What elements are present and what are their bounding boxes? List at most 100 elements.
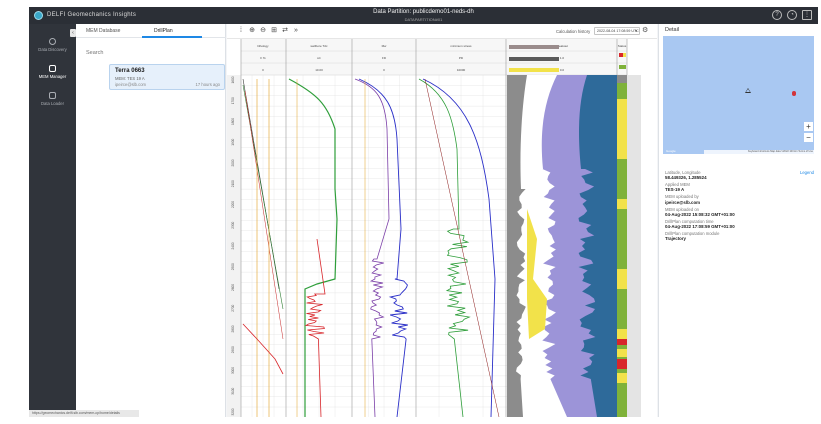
depth-tick-label: 1700 [231,97,235,104]
partition-title[interactable]: Data Partition: publicdemo01-neds-dh [373,9,474,15]
field-label: Applied MEM [665,182,690,188]
nav-item-label: MEM Manager [38,74,67,79]
gear-icon[interactable]: ⚙ [642,27,649,34]
track-header-label: 1.0 [560,56,565,60]
map-zoom-out-button[interactable]: − [804,133,813,142]
offset-well-marker-icon[interactable] [745,88,751,93]
log-curve-blue [358,78,408,417]
depth-tick-label: 2700 [231,304,235,311]
well-mem: MEM: TES 19 A [115,76,145,81]
depth-tick-label: 1900 [231,138,235,145]
track-header-label: Breakout [556,44,568,48]
status-legend-red [619,53,623,57]
map-pin-icon[interactable] [792,91,796,96]
track-header-label: wellbore Tdc [311,44,328,48]
log-tracks[interactable]: lithology wellbore Tdc Mw minimum stress Bre… [227,39,657,417]
nav-item-mem-manager[interactable]: MEM Manager [29,65,76,79]
status-band [617,99,627,159]
database-icon [49,65,56,72]
nav-item-data-discovery[interactable]: Data Discovery [29,38,76,52]
field-label: Latitude, Longitude [665,170,701,175]
breakout-header-bar [509,45,559,49]
nav-item-data-loader[interactable]: Data Loader [29,92,76,106]
breakout-header-bar [509,68,559,72]
status-band [617,349,627,357]
detail-title: Detail [665,27,680,33]
well-search-input[interactable] [86,48,216,58]
zoom-out-icon[interactable]: ⊖ [260,27,266,34]
depth-tick-label: 2300 [231,221,235,228]
track-header-label: FD [382,56,387,60]
app-brand: DELFI Geomechanics Insights [47,12,137,18]
field-value: TES-19 A [665,187,685,193]
calculation-history-label: Calculation history [556,29,591,34]
zoom-in-icon[interactable]: ⊕ [249,27,255,34]
chevron-down-icon: ▾ [635,29,637,33]
track-header-label: PD [459,56,464,60]
field-label: MEM uploaded by [665,194,699,200]
cursor-icon[interactable]: ⁞ [240,27,242,34]
app-window: DELFI Geomechanics Insights Data Partiti… [29,7,818,417]
depth-tick-label: 2200 [231,201,235,208]
top-bar: DELFI Geomechanics Insights Data Partiti… [29,7,818,24]
map-attribution[interactable]: Keyboard shortcuts Map data ©2022 100 km… [704,150,814,154]
breakout-header-bar [509,57,559,61]
field-label: MEM uploaded on [665,206,699,212]
status-band [617,199,627,209]
nav-item-label: Data Loader [40,101,65,106]
map-zoom-in-button[interactable]: + [804,122,813,131]
well-info: Latitude, Longitude 58.449326, 1.285524 … [665,170,813,243]
fit-icon[interactable]: ⊞ [271,27,277,34]
swap-icon[interactable]: ⇄ [282,27,288,34]
depth-tick-label: 2800 [231,325,235,332]
track-header-label: 0 [262,68,264,72]
track-header-label: minimum stress [450,44,472,48]
user-avatar-icon[interactable]: ◔ [787,10,797,20]
log-panel: ⁞ ⊕ ⊖ ⊞ ⇄ » Calculation history 2022-08-… [227,24,657,417]
status-band [617,269,627,289]
field-value: 04-Aug-2022 15:08:32 GMT+01:00 [665,211,735,217]
trend-line [244,90,284,340]
log-curve-green [288,78,338,417]
status-column [617,75,627,417]
status-band [617,329,627,339]
collapse-nav-button[interactable]: ‹ [70,29,76,37]
calculation-history-select[interactable]: 2022-08-04 17:08:59 UTC ▾ [594,27,640,35]
track-header-label: sC [317,56,322,60]
well-updated-time: 17 hours ago [195,82,220,87]
tab-mem-database[interactable]: MEM Database [86,28,121,34]
depth-tick-label: 2600 [231,284,235,291]
depth-tick-label: 2500 [231,263,235,270]
calculation-history-value: 2022-08-04 17:08:59 UTC [597,29,639,33]
tab-drillplan[interactable]: DrillPlan [154,28,173,34]
track-header-label: 10.00 [315,68,323,72]
well-location-map[interactable]: + − Google Keyboard shortcuts Map data ©… [663,36,814,154]
status-legend-green [619,65,626,69]
steel-fill [578,75,617,417]
log-curve-blue [422,78,496,417]
status-band [617,373,627,383]
well-card[interactable]: Terra 0663 MEM: TES 19 A ipeirce@slb.com… [109,64,225,90]
depth-tick-label: 2900 [231,346,235,353]
legend-link[interactable]: Legend [800,170,814,175]
track-header-label: 10000 [457,68,466,72]
globe-icon [49,38,56,45]
depth-tick-label: 3200 [231,408,235,415]
field-value: Trajectory [665,236,686,242]
field-label: DrillPlan computation time [665,218,714,224]
log-curve-red [304,238,326,417]
well-tabs: MEM Database DrillPlan [76,24,226,38]
nav-item-label: Data Discovery [38,47,67,52]
status-header-label: Status [618,44,627,48]
yellow-fill [527,209,547,339]
detail-panel: Detail + − Google Keyboard shortcuts Map… [658,24,818,417]
expand-icon[interactable]: » [294,27,298,34]
well-owner: ipeirce@slb.com [115,82,147,87]
help-icon[interactable]: ? [772,10,782,20]
track-header-label: lithology [257,44,269,48]
field-value: 58.449326, 1.285524 [665,175,707,181]
track-header-label: Mw [382,44,387,48]
field-value: ipeirce@slb.com [665,199,701,205]
apps-grid-icon[interactable]: ⋮ [802,10,812,20]
well-list-panel: MEM Database DrillPlan Terra 0663 MEM: T… [76,24,226,417]
